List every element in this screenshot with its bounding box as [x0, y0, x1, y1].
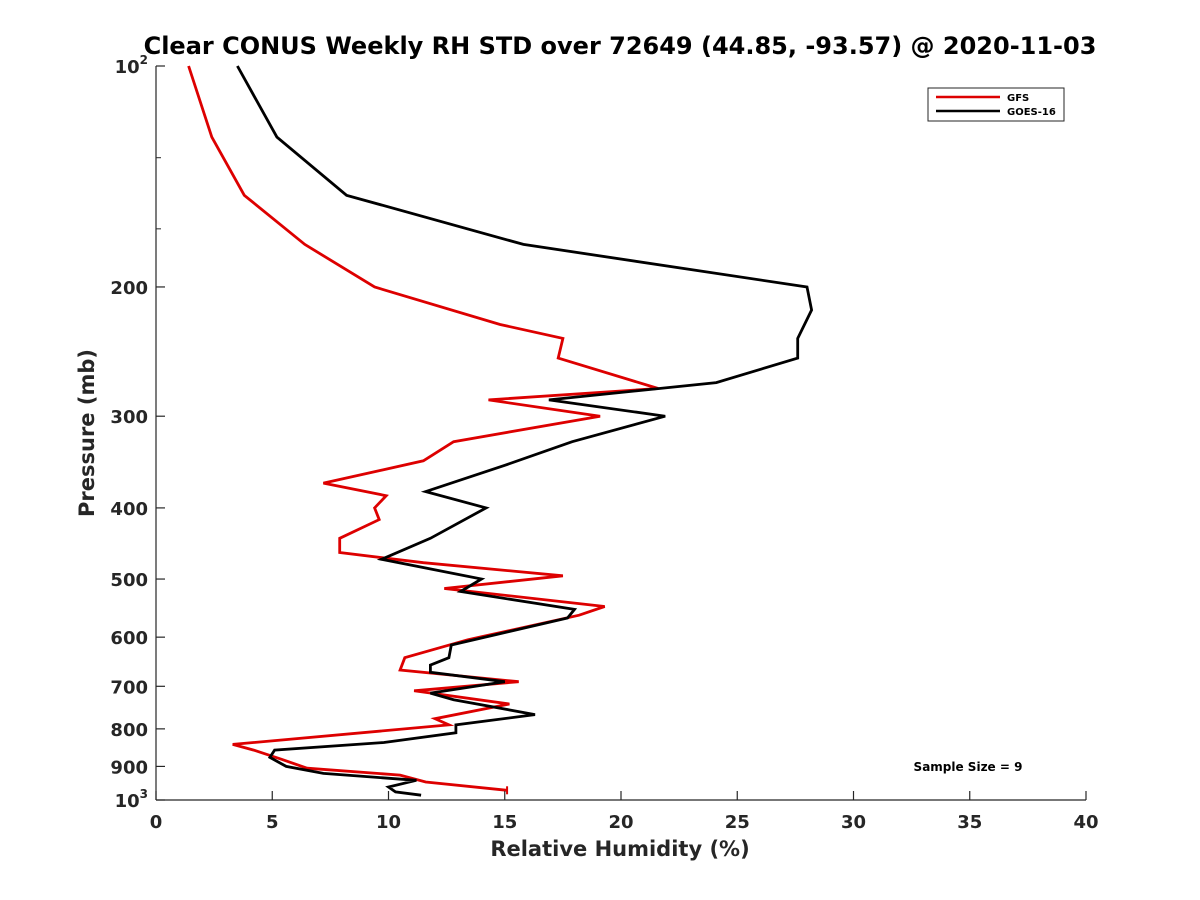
y-axis-label: Pressure (mb) [75, 349, 99, 517]
legend: GFS GOES-16 [927, 87, 1065, 122]
x-tick-label: 10 [376, 812, 401, 833]
x-tick-label: 0 [150, 812, 163, 833]
x-tick-label: 30 [841, 812, 866, 833]
x-tick-label: 40 [1073, 812, 1098, 833]
y-tick-label: 200 [110, 278, 148, 299]
y-tick-label: 300 [110, 407, 148, 428]
legend-label-goes-16: GOES-16 [1007, 107, 1056, 118]
x-tick-label: 25 [725, 812, 750, 833]
legend-label-gfs: GFS [1007, 93, 1029, 104]
series-line-gfs [187, 65, 659, 792]
y-tick-label: 500 [110, 570, 148, 591]
chart-title: Clear CONUS Weekly RH STD over 72649 (44… [144, 32, 1097, 60]
y-tick-label: 800 [110, 720, 148, 741]
x-tick-label: 15 [492, 812, 517, 833]
sample-size-annotation: Sample Size = 9 [914, 760, 1023, 774]
y-tick-label: 102 [115, 53, 148, 78]
x-axis-label: Relative Humidity (%) [490, 837, 749, 861]
legend-box [927, 87, 1065, 122]
x-tick-label: 35 [957, 812, 982, 833]
x-tick-label: 5 [266, 812, 279, 833]
y-tick-label: 900 [110, 757, 148, 778]
series-line-goes-16 [236, 65, 814, 797]
plot-area: 0 5 10 15 20 25 30 35 40 102 200 300 400 500 600 700 800… [110, 53, 1098, 833]
y-tick-label: 400 [110, 499, 148, 520]
y-tick-label: 600 [110, 628, 148, 649]
y-tick-label: 103 [115, 787, 148, 812]
x-tick-label: 20 [608, 812, 633, 833]
y-tick-label: 700 [110, 677, 148, 698]
